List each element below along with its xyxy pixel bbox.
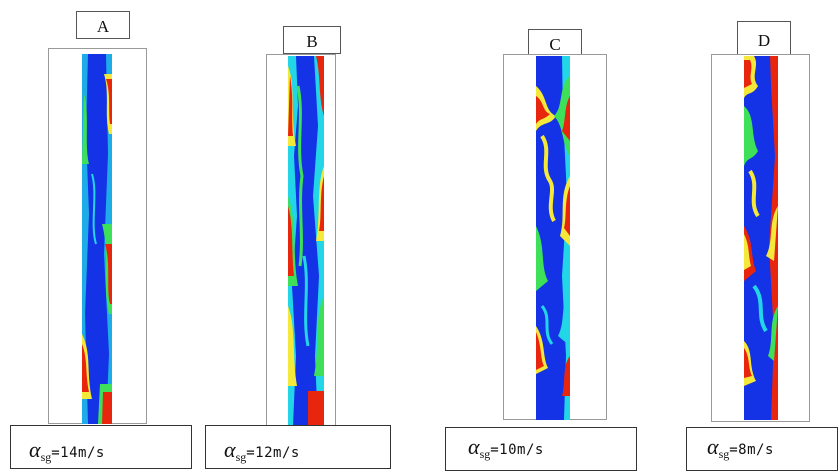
- panel-c-caption: αsg=10m/s: [445, 427, 637, 471]
- alpha-symbol: α: [707, 434, 719, 459]
- panel-d-contour-image: [744, 56, 778, 420]
- velocity-value: =10m/s: [490, 442, 544, 458]
- subscript-sg: sg: [40, 450, 52, 464]
- subscript-sg: sg: [235, 450, 247, 464]
- panel-a-label: A: [76, 11, 130, 39]
- panel-d-caption: αsg=8m/s: [686, 427, 838, 471]
- panel-c-label: C: [528, 29, 582, 56]
- panel-a-caption: αsg=14m/s: [10, 425, 192, 469]
- panel-b-label: B: [283, 26, 341, 54]
- velocity-value: =14m/s: [51, 445, 105, 461]
- alpha-symbol: α: [29, 437, 41, 462]
- velocity-value: =12m/s: [246, 445, 300, 461]
- velocity-value: =8m/s: [729, 442, 774, 458]
- panel-b-caption: αsg=12m/s: [205, 425, 391, 469]
- panel-b-contour-image: [288, 56, 324, 426]
- subscript-sg: sg: [718, 447, 730, 461]
- alpha-symbol: α: [224, 437, 236, 462]
- panel-d-label: D: [737, 21, 791, 55]
- panel-a-contour-image: [82, 54, 112, 424]
- panel-c-contour-image: [536, 56, 570, 420]
- alpha-symbol: α: [468, 434, 480, 459]
- subscript-sg: sg: [479, 447, 491, 461]
